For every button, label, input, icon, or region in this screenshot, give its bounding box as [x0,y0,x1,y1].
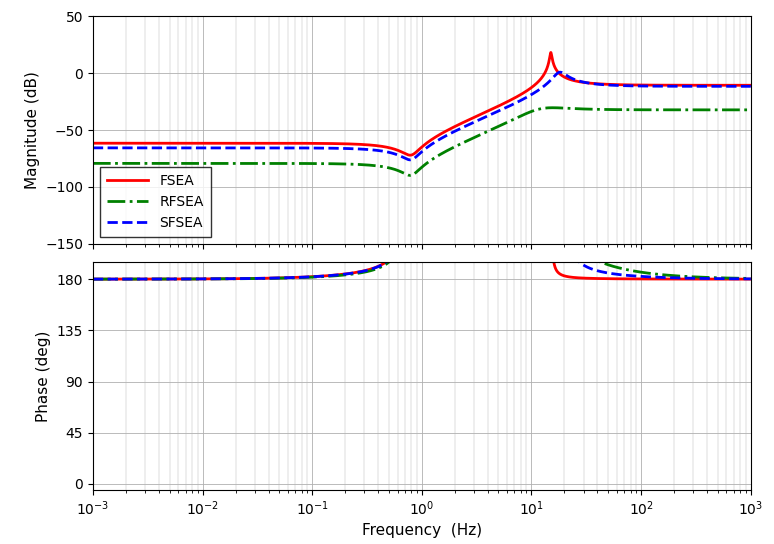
RFSEA [122,276,131,282]
FSEA [88,140,98,146]
RFSEA [406,172,415,178]
SFSEA [611,82,621,89]
X-axis label: Frequency  (Hz): Frequency (Hz) [361,523,482,539]
RFSEA [576,106,585,112]
SFSEA [576,260,585,267]
RFSEA [611,264,621,270]
SFSEA [746,276,755,282]
Line: FSEA: FSEA [93,52,751,155]
Line: SFSEA: SFSEA [93,72,751,160]
RFSEA [478,94,487,101]
SFSEA [506,80,515,86]
RFSEA [327,160,336,167]
FSEA [88,276,98,282]
FSEA [327,140,336,147]
RFSEA [454,90,463,97]
FSEA [576,275,585,281]
FSEA [511,75,520,81]
FSEA [506,75,515,82]
FSEA [611,275,621,282]
SFSEA [327,145,336,151]
RFSEA [506,118,515,124]
SFSEA [406,157,415,163]
SFSEA [122,145,131,151]
SFSEA [506,102,515,109]
FSEA [478,110,487,117]
FSEA [506,97,515,103]
FSEA [406,152,415,158]
SFSEA [485,79,494,85]
FSEA [576,79,585,85]
SFSEA [88,276,98,282]
FSEA [478,76,487,83]
SFSEA [88,145,98,151]
RFSEA [746,107,755,113]
SFSEA [122,276,131,282]
RFSEA [746,275,755,282]
RFSEA [327,273,336,280]
RFSEA [576,248,585,255]
Y-axis label: Phase (deg): Phase (deg) [36,330,51,422]
FSEA [546,49,556,55]
RFSEA [611,107,621,113]
FSEA [327,272,336,279]
FSEA [122,140,131,146]
Line: SFSEA: SFSEA [93,82,751,279]
RFSEA [88,276,98,282]
Line: RFSEA: RFSEA [93,94,751,279]
FSEA [746,276,755,282]
Y-axis label: Magnitude (dB): Magnitude (dB) [25,71,39,189]
SFSEA [746,83,755,90]
RFSEA [478,131,487,137]
RFSEA [122,160,131,166]
Legend: FSEA, RFSEA, SFSEA: FSEA, RFSEA, SFSEA [100,167,211,237]
RFSEA [88,160,98,166]
FSEA [122,276,131,282]
RFSEA [548,104,557,111]
FSEA [611,82,621,88]
SFSEA [327,272,336,279]
SFSEA [478,79,487,85]
SFSEA [478,115,487,122]
Line: RFSEA: RFSEA [93,108,751,175]
Line: FSEA: FSEA [93,78,751,279]
SFSEA [576,78,585,85]
SFSEA [611,271,621,277]
FSEA [746,82,755,89]
RFSEA [506,113,515,120]
SFSEA [556,69,565,76]
